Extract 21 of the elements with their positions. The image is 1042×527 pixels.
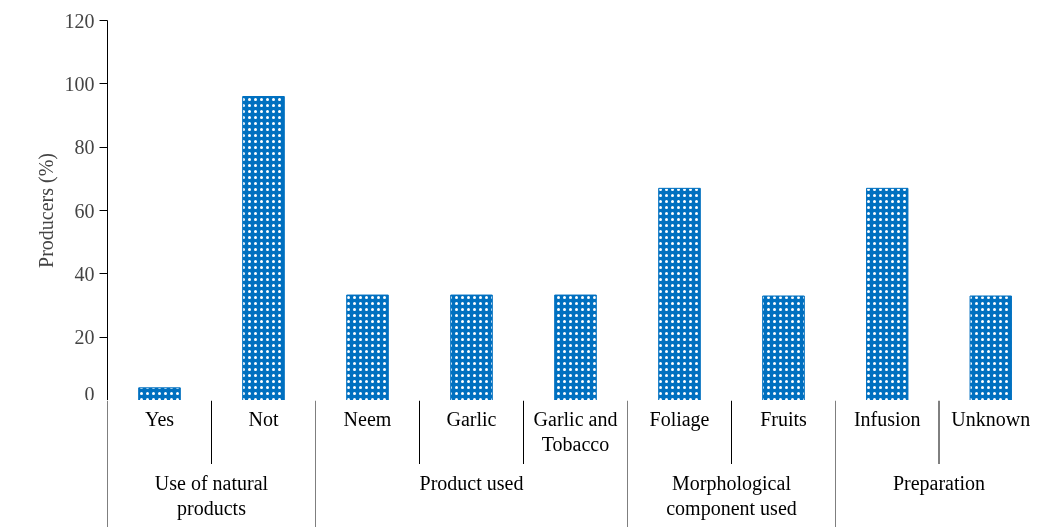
y-tick-label: 40 [74,262,95,285]
y-tick-label: 100 [64,72,95,95]
text: Preparation [892,471,986,495]
x-tick-label: Unknown [951,408,1031,431]
x-tick-label: Garlic [446,408,497,431]
x-tick-label: Not [248,408,279,431]
y-tick-label: 20 [74,326,95,349]
y-tick-label: 80 [74,136,95,159]
y-tick-label: 120 [64,9,95,32]
y-tick-label: 60 [74,199,95,222]
text: Use of natural products [154,471,269,520]
text: Product used [419,471,524,494]
text: Morphological component used [666,471,797,520]
x-tick-label: Garlic and Tobacco [533,408,618,456]
x-tick-label: Yes [144,408,175,431]
x-tick-label: Fruits [760,408,808,431]
y-axis-title: Producers (%) [34,153,58,268]
x-tick-label: Infusion [853,408,921,431]
y-tick-label: 0 [84,382,95,405]
x-tick-label: Neem [343,408,392,431]
x-tick-label: Foliage [649,408,710,432]
